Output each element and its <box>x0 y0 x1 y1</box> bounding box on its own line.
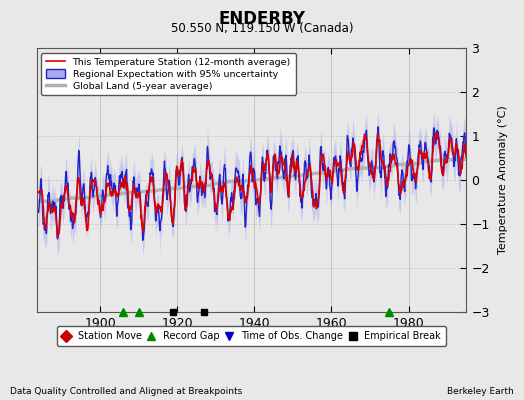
Text: Data Quality Controlled and Aligned at Breakpoints: Data Quality Controlled and Aligned at B… <box>10 387 243 396</box>
Text: ENDERBY: ENDERBY <box>219 10 305 28</box>
Legend: Station Move, Record Gap, Time of Obs. Change, Empirical Break: Station Move, Record Gap, Time of Obs. C… <box>57 326 446 346</box>
Y-axis label: Temperature Anomaly (°C): Temperature Anomaly (°C) <box>498 106 508 254</box>
Text: 50.550 N, 119.150 W (Canada): 50.550 N, 119.150 W (Canada) <box>171 22 353 35</box>
Legend: This Temperature Station (12-month average), Regional Expectation with 95% uncer: This Temperature Station (12-month avera… <box>41 53 296 95</box>
Text: Berkeley Earth: Berkeley Earth <box>447 387 514 396</box>
